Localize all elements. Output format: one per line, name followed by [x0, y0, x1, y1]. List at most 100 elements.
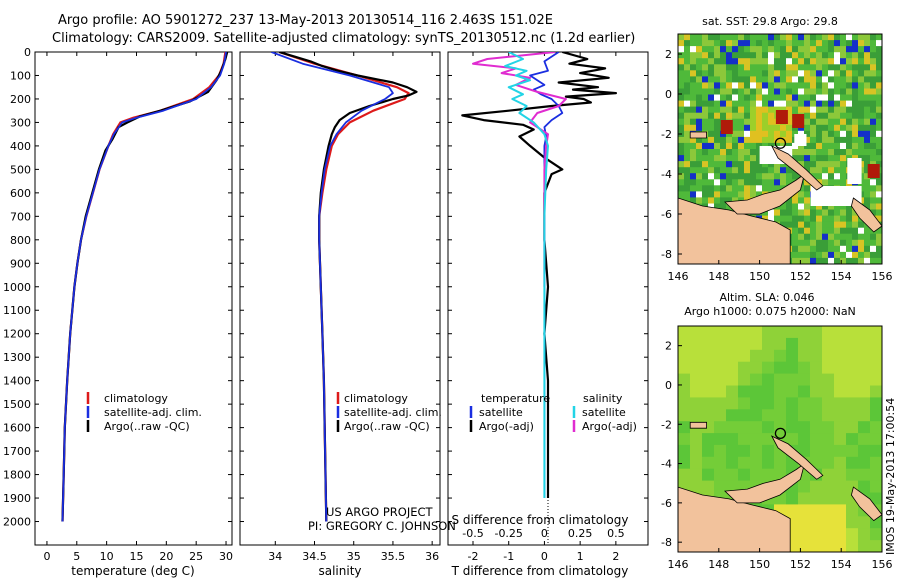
map-cell — [804, 215, 811, 223]
land-mass — [689, 421, 707, 429]
map-cell — [750, 82, 757, 90]
map-cell — [786, 70, 793, 77]
map-cell — [864, 251, 871, 259]
map-cell — [786, 100, 793, 108]
map-cell — [702, 173, 709, 180]
legend-temp-argo-label: Argo(-adj) — [479, 420, 534, 433]
map-cell — [792, 257, 799, 264]
map-cell — [816, 58, 823, 65]
map-cell — [750, 185, 757, 192]
map-cell — [822, 239, 829, 247]
map-cell — [804, 209, 811, 217]
land-mass — [770, 435, 824, 480]
map-cell — [822, 516, 835, 529]
map-cell — [798, 504, 811, 517]
map-cell — [756, 191, 763, 199]
map-cell — [678, 444, 691, 458]
map-x-tick-label: 146 — [668, 270, 689, 283]
map-cell — [798, 34, 805, 41]
map-cell — [786, 209, 793, 217]
map-cell — [684, 173, 691, 180]
map-cell — [738, 361, 751, 375]
map-cell — [786, 112, 793, 120]
map-cell — [780, 130, 787, 138]
map-cell — [756, 161, 763, 168]
map-cell — [816, 70, 823, 77]
map-cell — [864, 112, 871, 120]
map-cell — [762, 433, 775, 446]
map-cell — [684, 185, 691, 192]
map-cell — [828, 136, 835, 144]
map-cell — [822, 245, 829, 253]
map-cell — [804, 64, 811, 71]
map-cell — [810, 409, 823, 422]
map-cell — [702, 40, 709, 47]
map-cell — [858, 373, 871, 387]
map-cell — [870, 397, 882, 410]
map-cell — [678, 112, 685, 120]
map-cell — [786, 197, 793, 205]
map-cell — [858, 337, 871, 351]
map-cell — [762, 456, 775, 470]
map-cell — [678, 100, 685, 108]
map-cell — [822, 409, 835, 422]
map-cell — [756, 106, 763, 114]
map-cell — [864, 239, 871, 247]
map-cell — [684, 40, 691, 47]
map-cell — [798, 106, 805, 114]
map-cell — [720, 112, 727, 120]
map-cell — [708, 70, 715, 77]
map-cell — [780, 221, 787, 229]
map-cell — [720, 46, 727, 53]
map-cell-hot — [867, 164, 880, 178]
map-cell — [840, 227, 847, 235]
land-mass — [678, 197, 791, 264]
map-cell — [834, 106, 841, 114]
map-cell — [696, 76, 703, 84]
map-y-tick-label: -6 — [661, 208, 672, 221]
map-cell — [774, 167, 781, 174]
map-cell — [708, 161, 715, 168]
map-cell — [822, 106, 829, 114]
map-cell — [876, 118, 882, 126]
map-cell — [846, 88, 853, 96]
map-cell — [870, 106, 877, 114]
map-cell — [762, 70, 769, 77]
map-cell — [702, 124, 709, 132]
map-cell — [780, 34, 787, 41]
map-cell — [726, 185, 733, 192]
map-cell — [876, 76, 882, 84]
map-cell — [696, 34, 703, 41]
map-cell — [702, 179, 709, 186]
map-cell — [834, 397, 847, 410]
map-cell — [852, 209, 859, 217]
map-cell — [714, 88, 721, 96]
map-cell — [858, 40, 865, 47]
map-cell — [834, 155, 841, 162]
map-cell — [834, 40, 841, 47]
map-cell — [750, 130, 757, 138]
map-cell — [702, 349, 715, 363]
map-cell — [810, 106, 817, 114]
map-cell — [726, 444, 739, 458]
map-cell — [810, 433, 823, 446]
map-cell — [744, 58, 751, 65]
map-cell — [780, 82, 787, 90]
map-cell — [846, 46, 853, 53]
map-cell — [828, 245, 835, 253]
map-cell — [726, 40, 733, 47]
map-cell — [768, 136, 775, 144]
map-cell — [792, 64, 799, 71]
map-cell — [708, 58, 715, 65]
map-cell — [804, 76, 811, 84]
map-cell — [840, 100, 847, 108]
map-cell — [762, 468, 775, 482]
map-cell — [840, 251, 847, 259]
map-cell-hot — [720, 120, 733, 134]
map-cell — [714, 433, 727, 446]
map-cell — [690, 142, 697, 150]
map-cell — [876, 179, 882, 186]
y-tick-label: 1900 — [3, 492, 31, 505]
map-cell — [804, 94, 811, 102]
map-cell — [750, 106, 757, 114]
